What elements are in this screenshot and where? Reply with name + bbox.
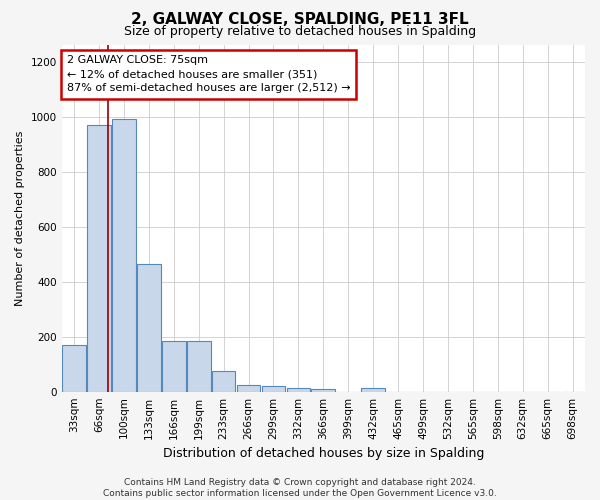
X-axis label: Distribution of detached houses by size in Spalding: Distribution of detached houses by size … <box>163 447 484 460</box>
Bar <box>162 341 185 392</box>
Text: Size of property relative to detached houses in Spalding: Size of property relative to detached ho… <box>124 25 476 38</box>
Bar <box>112 120 136 392</box>
Bar <box>87 125 111 392</box>
Bar <box>262 386 286 392</box>
Bar <box>62 345 86 392</box>
Bar <box>212 371 235 392</box>
Bar <box>187 341 211 392</box>
Bar <box>287 388 310 392</box>
Y-axis label: Number of detached properties: Number of detached properties <box>15 130 25 306</box>
Bar <box>361 388 385 392</box>
Bar <box>237 385 260 392</box>
Text: 2 GALWAY CLOSE: 75sqm
← 12% of detached houses are smaller (351)
87% of semi-det: 2 GALWAY CLOSE: 75sqm ← 12% of detached … <box>67 56 350 94</box>
Text: 2, GALWAY CLOSE, SPALDING, PE11 3FL: 2, GALWAY CLOSE, SPALDING, PE11 3FL <box>131 12 469 28</box>
Text: Contains HM Land Registry data © Crown copyright and database right 2024.
Contai: Contains HM Land Registry data © Crown c… <box>103 478 497 498</box>
Bar <box>137 264 161 392</box>
Bar <box>311 389 335 392</box>
